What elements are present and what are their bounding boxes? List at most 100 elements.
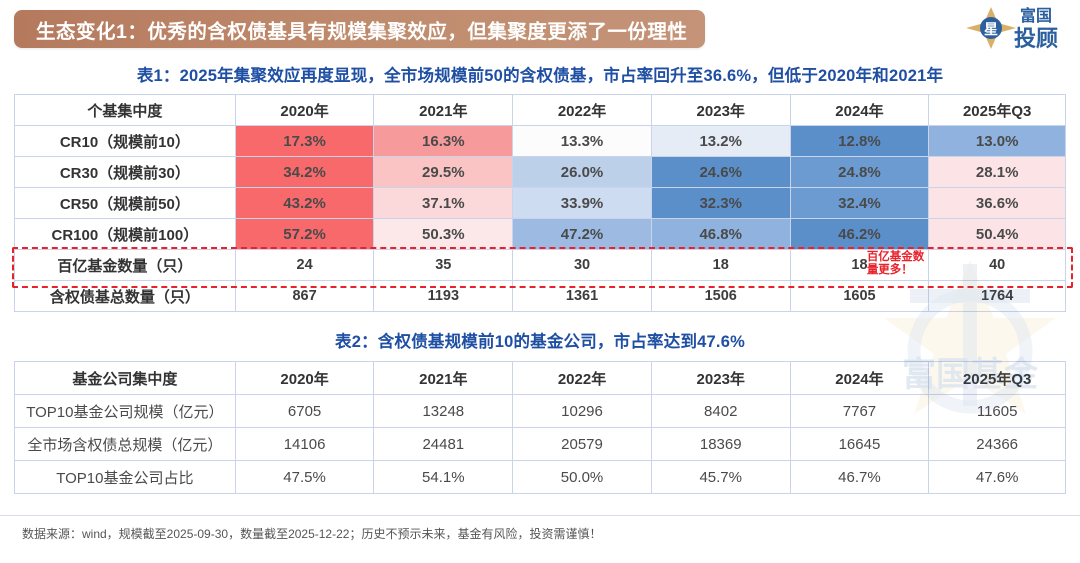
table1-col-6: 2025年Q3 — [928, 94, 1066, 126]
table2-cell: 47.6% — [928, 460, 1066, 494]
table1-cell: 35 — [373, 249, 514, 281]
table1-cell: 13.3% — [512, 125, 652, 157]
table2-cell: 18369 — [650, 427, 791, 461]
table2-body: TOP10基金公司规模（亿元） 6705 13248 10296 8402 7767 116… — [14, 394, 1066, 494]
table-row: 全市场含权债总规模（亿元） 14106 24481 20579 18369 16645 24… — [14, 427, 1066, 461]
company-concentration-table: 基金公司集中度 2020年 2021年 2022年 2023年 2024年 20… — [14, 361, 1066, 494]
table-row: CR100（规模前100） 57.2% 50.3% 47.2% 46.8% 46.2% 50… — [14, 218, 1066, 250]
table2-cell: 24481 — [373, 427, 514, 461]
table1-cell: 36.6% — [928, 187, 1066, 219]
hundred-billion-count-row: 百亿基金数量（只） 24 35 30 18 18 40 — [14, 249, 1066, 281]
table2-cell: 24366 — [928, 427, 1066, 461]
table1-cell: 40 — [928, 249, 1066, 281]
table1-col-1: 2020年 — [234, 94, 375, 126]
table1-cell: 18 — [789, 249, 930, 281]
table1-cell: 26.0% — [512, 156, 652, 188]
table1-cell: 47.2% — [512, 218, 652, 250]
table1-cell: 29.5% — [373, 156, 514, 188]
table1-col-4: 2023年 — [650, 94, 791, 126]
table2-cell: 16645 — [789, 427, 930, 461]
table2-cell: 47.5% — [234, 460, 375, 494]
table1-cell: 43.2% — [234, 187, 375, 219]
table2-cell: 46.7% — [789, 460, 930, 494]
table1-container: 个基集中度 2020年 2021年 2022年 2023年 2024年 2025… — [0, 94, 1080, 312]
table1-cell: 32.3% — [650, 187, 791, 219]
table2-cell: 14106 — [234, 427, 375, 461]
table1-cell: 13.2% — [650, 125, 791, 157]
table1-cell: 57.2% — [234, 218, 375, 250]
data-source-note: 数据来源：wind，规模截至2025-09-30，数量截至2025-12-22；… — [22, 527, 602, 541]
table1-cell: 24 — [234, 249, 375, 281]
table-row: CR10（规模前10） 17.3% 16.3% 13.3% 13.2% 12.8% 13.0… — [14, 125, 1066, 157]
table1-row-label: CR100（规模前100） — [14, 218, 236, 250]
logo-icon: 星 富国 投顾 — [966, 6, 1058, 51]
svg-text:投顾: 投顾 — [1014, 26, 1058, 51]
table2-col-3: 2022年 — [512, 361, 652, 395]
table2-cell: 11605 — [928, 394, 1066, 428]
table1-cell: 1506 — [650, 280, 791, 312]
table2-cell: 45.7% — [650, 460, 791, 494]
table1-cell: 1361 — [512, 280, 652, 312]
table1-row-label: CR50（规模前50） — [14, 187, 236, 219]
table1-row-label: CR30（规模前30） — [14, 156, 236, 188]
table1-cell: 34.2% — [234, 156, 375, 188]
table1-cell: 32.4% — [789, 187, 930, 219]
table2-col-0: 基金公司集中度 — [14, 361, 236, 395]
table1-cell: 867 — [234, 280, 375, 312]
table2-header-row: 基金公司集中度 2020年 2021年 2022年 2023年 2024年 20… — [14, 361, 1066, 395]
table2-col-6: 2025年Q3 — [928, 361, 1066, 395]
concentration-table: 个基集中度 2020年 2021年 2022年 2023年 2024年 2025… — [14, 94, 1066, 312]
table2-cell: 54.1% — [373, 460, 514, 494]
table2-row-label: 全市场含权债总规模（亿元） — [14, 427, 236, 461]
table1-cell: 37.1% — [373, 187, 514, 219]
brand-logo: 星 富国 投顾 — [964, 4, 1068, 54]
table1-cell: 46.2% — [789, 218, 930, 250]
table1-cell: 50.3% — [373, 218, 514, 250]
table1-col-2: 2021年 — [373, 94, 514, 126]
table2-container: 富国基金 基金公司集中度 2020年 2021年 2022年 2023年 202… — [0, 260, 1080, 494]
table1-row-label: 百亿基金数量（只） — [14, 249, 236, 281]
table2-col-4: 2023年 — [650, 361, 791, 395]
table2-col-5: 2024年 — [789, 361, 930, 395]
page-header: 生态变化1：优秀的含权债基具有规模集聚效应，但集聚度更添了一份理性 星 富国 投… — [0, 0, 1080, 58]
table2-cell: 8402 — [650, 394, 791, 428]
table-row: CR30（规模前30） 34.2% 29.5% 26.0% 24.6% 24.8% 28.1… — [14, 156, 1066, 188]
table2-col-2: 2021年 — [373, 361, 514, 395]
table1-cell: 17.3% — [234, 125, 375, 157]
table1-cell: 1605 — [789, 280, 930, 312]
table1-cell: 24.6% — [650, 156, 791, 188]
table-row: TOP10基金公司占比 47.5% 54.1% 50.0% 45.7% 46.7% 47.6… — [14, 460, 1066, 494]
table1-title: 表1：2025年集聚效应再度显现，全市场规模前50的含权债基，市占率回升至36.… — [136, 67, 944, 85]
table2-col-1: 2020年 — [234, 361, 375, 395]
svg-text:星: 星 — [984, 21, 998, 37]
table2-cell: 13248 — [373, 394, 514, 428]
table2-cell: 10296 — [512, 394, 652, 428]
table2-row-label: TOP10基金公司规模（亿元） — [14, 394, 236, 428]
table1-cell: 30 — [512, 249, 652, 281]
footer: 数据来源：wind，规模截至2025-09-30，数量截至2025-12-22；… — [0, 515, 1080, 563]
total-count-row: 含权债基总数量（只） 867 1193 1361 1506 1605 1764 — [14, 280, 1066, 312]
table1-row-label: CR10（规模前10） — [14, 125, 236, 157]
table1-cell: 18 — [650, 249, 791, 281]
table1-cell: 50.4% — [928, 218, 1066, 250]
table1-col-0: 个基集中度 — [14, 94, 236, 126]
page-title: 生态变化1：优秀的含权债基具有规模集聚效应，但集聚度更添了一份理性 — [36, 20, 688, 43]
table1-cell: 33.9% — [512, 187, 652, 219]
table2-title: 表2：含权债基规模前10的基金公司，市占率达到47.6% — [335, 333, 745, 351]
table2-cell: 20579 — [512, 427, 652, 461]
table2-row-label: TOP10基金公司占比 — [14, 460, 236, 494]
table1-row-label: 含权债基总数量（只） — [14, 280, 236, 312]
table1-col-3: 2022年 — [512, 94, 652, 126]
table1-body: CR10（规模前10） 17.3% 16.3% 13.3% 13.2% 12.8% 13.0… — [14, 125, 1066, 312]
table1-cell: 13.0% — [928, 125, 1066, 157]
table1-col-5: 2024年 — [789, 94, 930, 126]
table2-cell: 6705 — [234, 394, 375, 428]
table1-cell: 46.8% — [650, 218, 791, 250]
title-banner: 生态变化1：优秀的含权债基具有规模集聚效应，但集聚度更添了一份理性 — [14, 10, 706, 48]
table1-header-row: 个基集中度 2020年 2021年 2022年 2023年 2024年 2025… — [14, 94, 1066, 126]
table1-cell: 16.3% — [373, 125, 514, 157]
table1-cell: 24.8% — [789, 156, 930, 188]
table2-cell: 7767 — [789, 394, 930, 428]
table2-cell: 50.0% — [512, 460, 652, 494]
table-row: CR50（规模前50） 43.2% 37.1% 33.9% 32.3% 32.4% 36.6… — [14, 187, 1066, 219]
